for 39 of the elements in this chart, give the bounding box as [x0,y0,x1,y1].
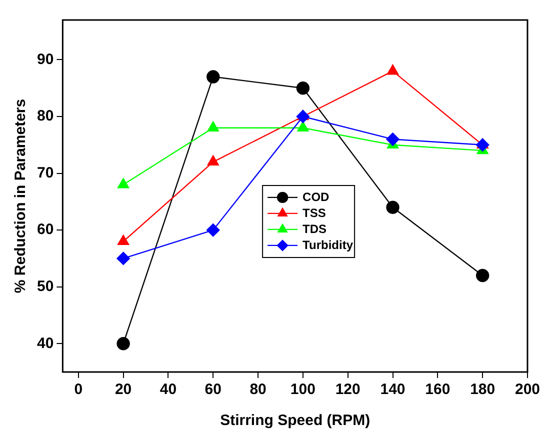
point [297,121,309,132]
x-tick-label: 40 [160,381,177,398]
point [116,337,130,350]
legend-label: Turbidity [302,238,354,252]
legend-label: TDS [302,222,327,236]
point [206,223,220,237]
y-tick-label: 60 [36,221,54,238]
point [296,110,310,124]
point [206,70,220,84]
point [386,64,399,75]
point [207,121,219,132]
x-tick-label: 200 [514,381,540,398]
x-tick-label: 20 [114,381,132,398]
x-axis-title: Stirring Speed (RPM) [220,412,370,430]
y-tick-label: 90 [36,50,54,68]
x-tick-label: 180 [470,381,496,398]
x-tick-label: 60 [204,381,222,398]
y-tick-label: 40 [36,334,54,352]
point [118,234,130,246]
y-axis-title: % Reduction in Parameters [12,98,30,294]
point [118,178,130,188]
y-tick-label: 70 [36,164,54,182]
point [116,252,130,266]
x-tick-label: 80 [250,381,266,398]
x-tick-label: 100 [290,381,316,398]
legend-label: TSS [302,206,326,220]
legend-label: COD [302,190,330,204]
point [476,268,490,282]
point [476,138,490,152]
x-tick-label: 160 [425,381,450,398]
x-tick-label: 140 [380,381,406,398]
y-tick-label: 80 [36,108,54,125]
point [296,82,310,95]
x-tick-label: 120 [335,381,360,398]
x-tick-label: 0 [74,381,83,398]
point [386,200,400,214]
point [207,155,219,166]
y-tick-label: 50 [36,278,54,295]
point [386,132,400,146]
